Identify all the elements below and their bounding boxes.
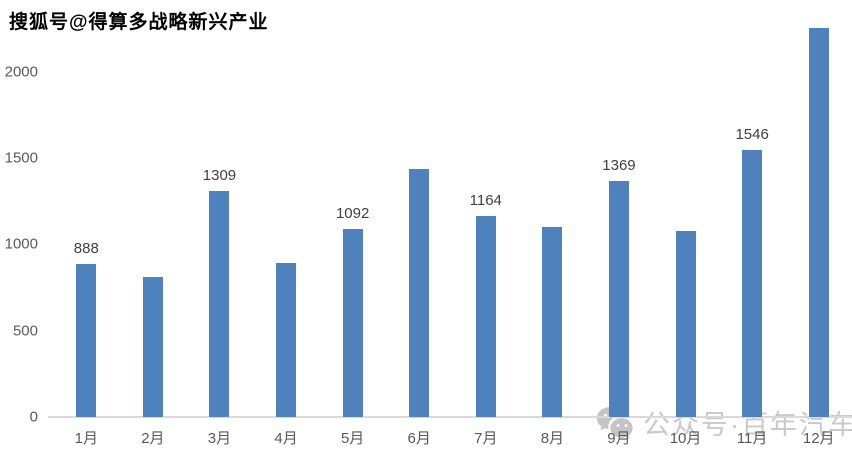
bar-8月	[542, 227, 563, 417]
y-tick-label: 2000	[4, 63, 38, 81]
bar-5月	[342, 228, 363, 417]
x-tick-label: 8月	[540, 430, 565, 447]
bar-1月	[76, 263, 97, 417]
bar-6月	[409, 169, 430, 417]
sohu-watermark-text: 搜狐号@得算多战略新兴产业	[9, 12, 269, 33]
x-tick-label: 2月	[141, 430, 165, 447]
bar-value-label: 1092	[335, 204, 370, 222]
x-tick-label: 7月	[474, 430, 498, 447]
bar-value-label: 888	[73, 239, 99, 257]
x-axis-line	[48, 416, 852, 418]
bar-value-label: 1369	[602, 156, 636, 174]
bar-11月	[742, 150, 763, 417]
x-tick-label: 11月	[736, 430, 768, 447]
y-tick-label: 500	[12, 322, 38, 340]
x-tick-label: 4月	[274, 430, 298, 447]
bar-value-label: 1309	[202, 167, 237, 185]
bar-4月	[276, 262, 297, 417]
bar-9月	[608, 180, 629, 417]
y-tick-label: 1000	[4, 235, 38, 253]
y-tick-label: 0	[29, 408, 38, 426]
bar-value-label: 1164	[469, 192, 502, 210]
x-tick-label: 3月	[207, 430, 232, 447]
x-tick-label: 10月	[669, 430, 702, 447]
bar-value-label: 1546	[735, 126, 769, 144]
y-tick-label: 1500	[4, 149, 38, 167]
x-tick-label: 6月	[407, 430, 431, 447]
bar-7月	[475, 216, 496, 417]
x-tick-label: 9月	[607, 430, 631, 447]
bar-2月	[142, 276, 163, 417]
x-tick-label: 5月	[340, 430, 365, 447]
bar-10月	[675, 231, 696, 417]
bar-3月	[209, 191, 230, 417]
bar-12月	[808, 28, 829, 417]
x-tick-label: 1月	[74, 430, 98, 447]
x-tick-label: 12月	[802, 430, 835, 447]
